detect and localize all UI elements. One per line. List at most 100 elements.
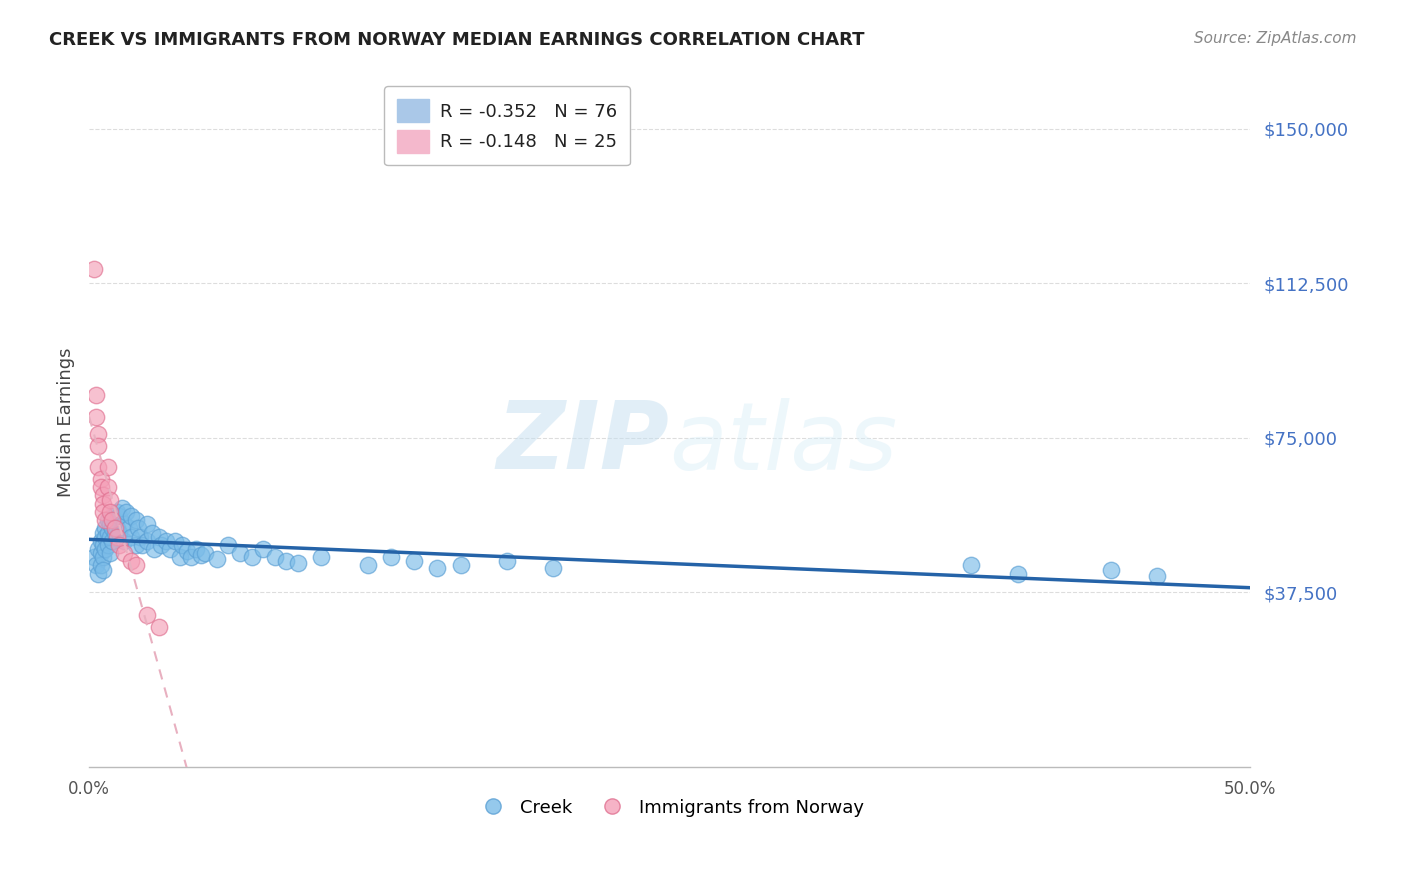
Point bbox=[129, 530, 152, 544]
Point bbox=[960, 558, 983, 573]
Point bbox=[120, 509, 142, 524]
Point bbox=[101, 533, 124, 548]
Point bbox=[543, 560, 565, 574]
Point bbox=[97, 480, 120, 494]
Point bbox=[127, 521, 149, 535]
Point bbox=[110, 500, 132, 515]
Point bbox=[91, 488, 114, 502]
Point bbox=[90, 480, 112, 494]
Y-axis label: Median Earnings: Median Earnings bbox=[58, 348, 75, 497]
Point bbox=[94, 530, 117, 544]
Point bbox=[163, 533, 186, 548]
Point bbox=[311, 550, 333, 565]
Point bbox=[148, 530, 170, 544]
Point bbox=[97, 538, 120, 552]
Point bbox=[87, 459, 110, 474]
Point bbox=[180, 550, 202, 565]
Point bbox=[240, 550, 263, 565]
Point bbox=[194, 546, 217, 560]
Text: atlas: atlas bbox=[669, 398, 898, 489]
Point bbox=[91, 563, 114, 577]
Point bbox=[184, 541, 207, 556]
Text: ZIP: ZIP bbox=[496, 397, 669, 489]
Point bbox=[108, 509, 131, 524]
Point bbox=[104, 513, 127, 527]
Point bbox=[276, 554, 298, 568]
Point bbox=[287, 557, 309, 571]
Point bbox=[90, 546, 112, 560]
Point bbox=[105, 505, 128, 519]
Point bbox=[108, 525, 131, 540]
Point bbox=[87, 439, 110, 453]
Point bbox=[97, 513, 120, 527]
Point bbox=[84, 387, 107, 401]
Point bbox=[98, 517, 121, 532]
Point bbox=[205, 552, 228, 566]
Point bbox=[98, 530, 121, 544]
Point bbox=[159, 541, 181, 556]
Point bbox=[90, 533, 112, 548]
Point bbox=[94, 541, 117, 556]
Point bbox=[450, 558, 472, 573]
Point bbox=[94, 521, 117, 535]
Point bbox=[112, 546, 135, 560]
Point bbox=[87, 541, 110, 556]
Point bbox=[91, 538, 114, 552]
Point bbox=[124, 513, 146, 527]
Point bbox=[87, 426, 110, 441]
Point bbox=[112, 533, 135, 548]
Point bbox=[112, 517, 135, 532]
Point bbox=[136, 533, 159, 548]
Text: CREEK VS IMMIGRANTS FROM NORWAY MEDIAN EARNINGS CORRELATION CHART: CREEK VS IMMIGRANTS FROM NORWAY MEDIAN E… bbox=[49, 31, 865, 49]
Point bbox=[91, 550, 114, 565]
Point bbox=[84, 410, 107, 425]
Point bbox=[108, 538, 131, 552]
Point bbox=[229, 546, 252, 560]
Point bbox=[404, 554, 426, 568]
Point bbox=[91, 525, 114, 540]
Point bbox=[120, 554, 142, 568]
Point bbox=[87, 566, 110, 581]
Point bbox=[496, 554, 519, 568]
Point bbox=[83, 262, 105, 277]
Point bbox=[105, 521, 128, 535]
Legend: Creek, Immigrants from Norway: Creek, Immigrants from Norway bbox=[468, 791, 872, 824]
Point bbox=[90, 558, 112, 573]
Point bbox=[98, 492, 121, 507]
Point bbox=[141, 525, 163, 540]
Point bbox=[143, 541, 166, 556]
Point bbox=[98, 546, 121, 560]
Point bbox=[115, 505, 138, 519]
Point bbox=[136, 517, 159, 532]
Point bbox=[84, 558, 107, 573]
Point bbox=[263, 550, 285, 565]
Point bbox=[91, 497, 114, 511]
Point bbox=[101, 509, 124, 524]
Point bbox=[217, 538, 239, 552]
Point bbox=[380, 550, 402, 565]
Point bbox=[124, 538, 146, 552]
Point bbox=[1007, 566, 1029, 581]
Point bbox=[91, 505, 114, 519]
Point bbox=[120, 530, 142, 544]
Point bbox=[97, 459, 120, 474]
Point bbox=[148, 620, 170, 634]
Point bbox=[90, 472, 112, 486]
Point bbox=[105, 530, 128, 544]
Point bbox=[97, 525, 120, 540]
Point bbox=[131, 538, 153, 552]
Point bbox=[252, 541, 274, 556]
Point bbox=[117, 521, 139, 535]
Point bbox=[1099, 563, 1122, 577]
Point bbox=[169, 550, 191, 565]
Text: Source: ZipAtlas.com: Source: ZipAtlas.com bbox=[1194, 31, 1357, 46]
Point bbox=[170, 538, 193, 552]
Point bbox=[1146, 568, 1168, 582]
Point bbox=[155, 533, 177, 548]
Point bbox=[357, 558, 380, 573]
Point bbox=[136, 607, 159, 622]
Point bbox=[101, 513, 124, 527]
Point bbox=[124, 558, 146, 573]
Point bbox=[176, 544, 198, 558]
Point bbox=[104, 521, 127, 535]
